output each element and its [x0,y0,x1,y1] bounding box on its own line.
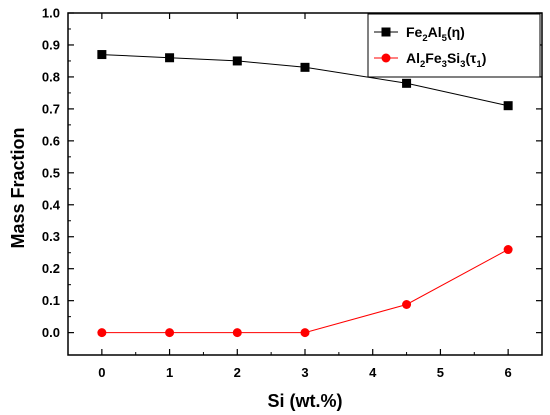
series-2-point [165,328,175,338]
legend-marker-1 [381,27,391,37]
series-2-point [300,328,310,338]
legend: Fe2Al5(η) Al2Fe3Si3(τ1) [367,13,541,78]
y-tick-label: 0.4 [42,197,61,212]
series-1-point [165,53,175,63]
series-lines [101,54,509,334]
legend-label-2: Al2Fe3Si3(τ1) [406,50,486,70]
y-tick-label: 0.2 [42,261,60,276]
x-tick-label: 4 [369,365,377,380]
y-axis-title: Mass Fraction [8,127,28,248]
series-1-point [97,50,107,60]
series-2-point [402,299,412,309]
x-axis-title: Si (wt.%) [268,391,343,411]
x-tick-label: 1 [166,365,173,380]
y-tick-label: 0.1 [42,293,60,308]
y-tick-label: 0.5 [42,165,60,180]
y-tick-label: 1.0 [42,6,60,21]
legend-marker-2 [381,53,391,63]
series-1-point [402,78,412,88]
series-2-point [503,245,513,255]
series-2-point [97,328,107,338]
series-1-point [300,62,310,72]
x-tick-label: 6 [505,365,512,380]
y-tick-label: 0.9 [42,37,60,52]
series-markers [97,50,513,338]
series-1-line [101,54,509,107]
x-tick-label: 2 [234,365,241,380]
y-tick-label: 0.7 [42,101,60,116]
x-tick-label: 5 [437,365,444,380]
y-tick-label: 0.6 [42,133,60,148]
y-tick-label: 0.3 [42,229,60,244]
x-tick-label: 0 [98,365,105,380]
legend-box [367,13,541,78]
series-1-point [503,101,513,111]
y-tick-label: 0.8 [42,69,60,84]
legend-label-1: Fe2Al5(η) [406,24,465,44]
series-1-point [232,56,242,66]
series-2-point [232,328,242,338]
axes: 0 1 2 3 4 5 6 0.0 0.1 0.2 0.3 0.4 0.5 0.6 0.7 0.8 0.9 1.0 [42,6,543,380]
y-tick-label: 0.0 [42,325,60,340]
x-tick-label: 3 [301,365,308,380]
series-2-line [101,249,509,334]
